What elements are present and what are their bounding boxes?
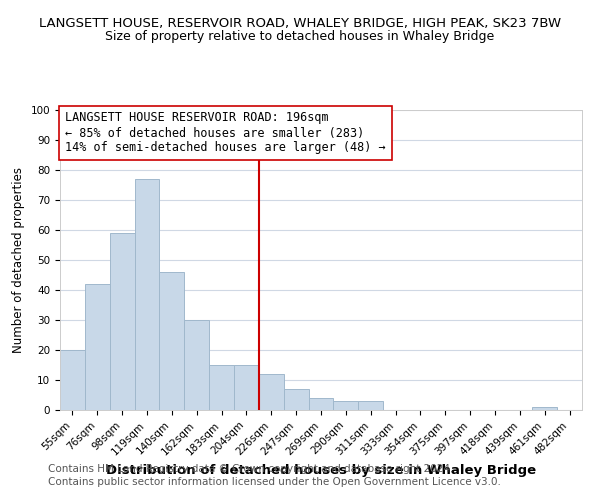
Text: Size of property relative to detached houses in Whaley Bridge: Size of property relative to detached ho… <box>106 30 494 43</box>
Bar <box>234 365 259 410</box>
Text: LANGSETT HOUSE RESERVOIR ROAD: 196sqm
← 85% of detached houses are smaller (283): LANGSETT HOUSE RESERVOIR ROAD: 196sqm ← … <box>65 112 386 154</box>
Bar <box>160 272 184 410</box>
Bar <box>358 401 383 410</box>
Text: Contains HM Land Registry data © Crown copyright and database right 2024.: Contains HM Land Registry data © Crown c… <box>48 464 454 474</box>
Bar <box>532 407 557 410</box>
Text: Contains public sector information licensed under the Open Government Licence v3: Contains public sector information licen… <box>48 477 501 487</box>
Bar <box>334 401 358 410</box>
Bar <box>259 374 284 410</box>
Bar <box>134 179 160 410</box>
Bar <box>184 320 209 410</box>
Bar <box>60 350 85 410</box>
Bar <box>209 365 234 410</box>
Y-axis label: Number of detached properties: Number of detached properties <box>12 167 25 353</box>
Bar <box>284 389 308 410</box>
Bar <box>85 284 110 410</box>
Text: LANGSETT HOUSE, RESERVOIR ROAD, WHALEY BRIDGE, HIGH PEAK, SK23 7BW: LANGSETT HOUSE, RESERVOIR ROAD, WHALEY B… <box>39 18 561 30</box>
Bar <box>308 398 334 410</box>
X-axis label: Distribution of detached houses by size in Whaley Bridge: Distribution of detached houses by size … <box>106 464 536 476</box>
Bar <box>110 233 134 410</box>
